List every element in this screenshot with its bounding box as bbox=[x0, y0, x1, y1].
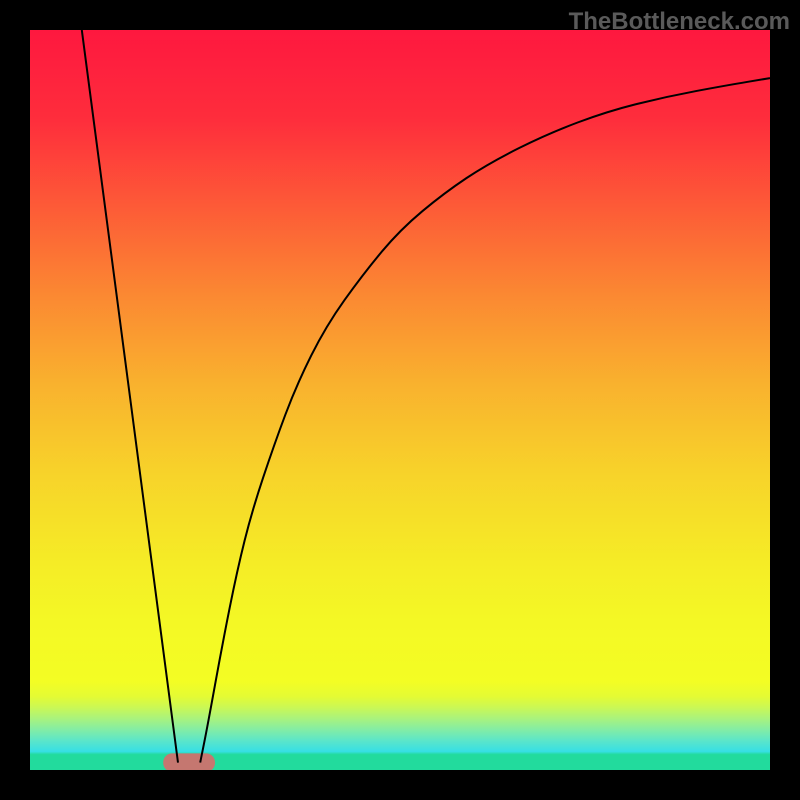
gradient-background bbox=[30, 30, 770, 770]
chart-svg bbox=[0, 0, 800, 800]
bottleneck-chart: TheBottleneck.com bbox=[0, 0, 800, 800]
bottleneck-marker bbox=[163, 753, 215, 772]
